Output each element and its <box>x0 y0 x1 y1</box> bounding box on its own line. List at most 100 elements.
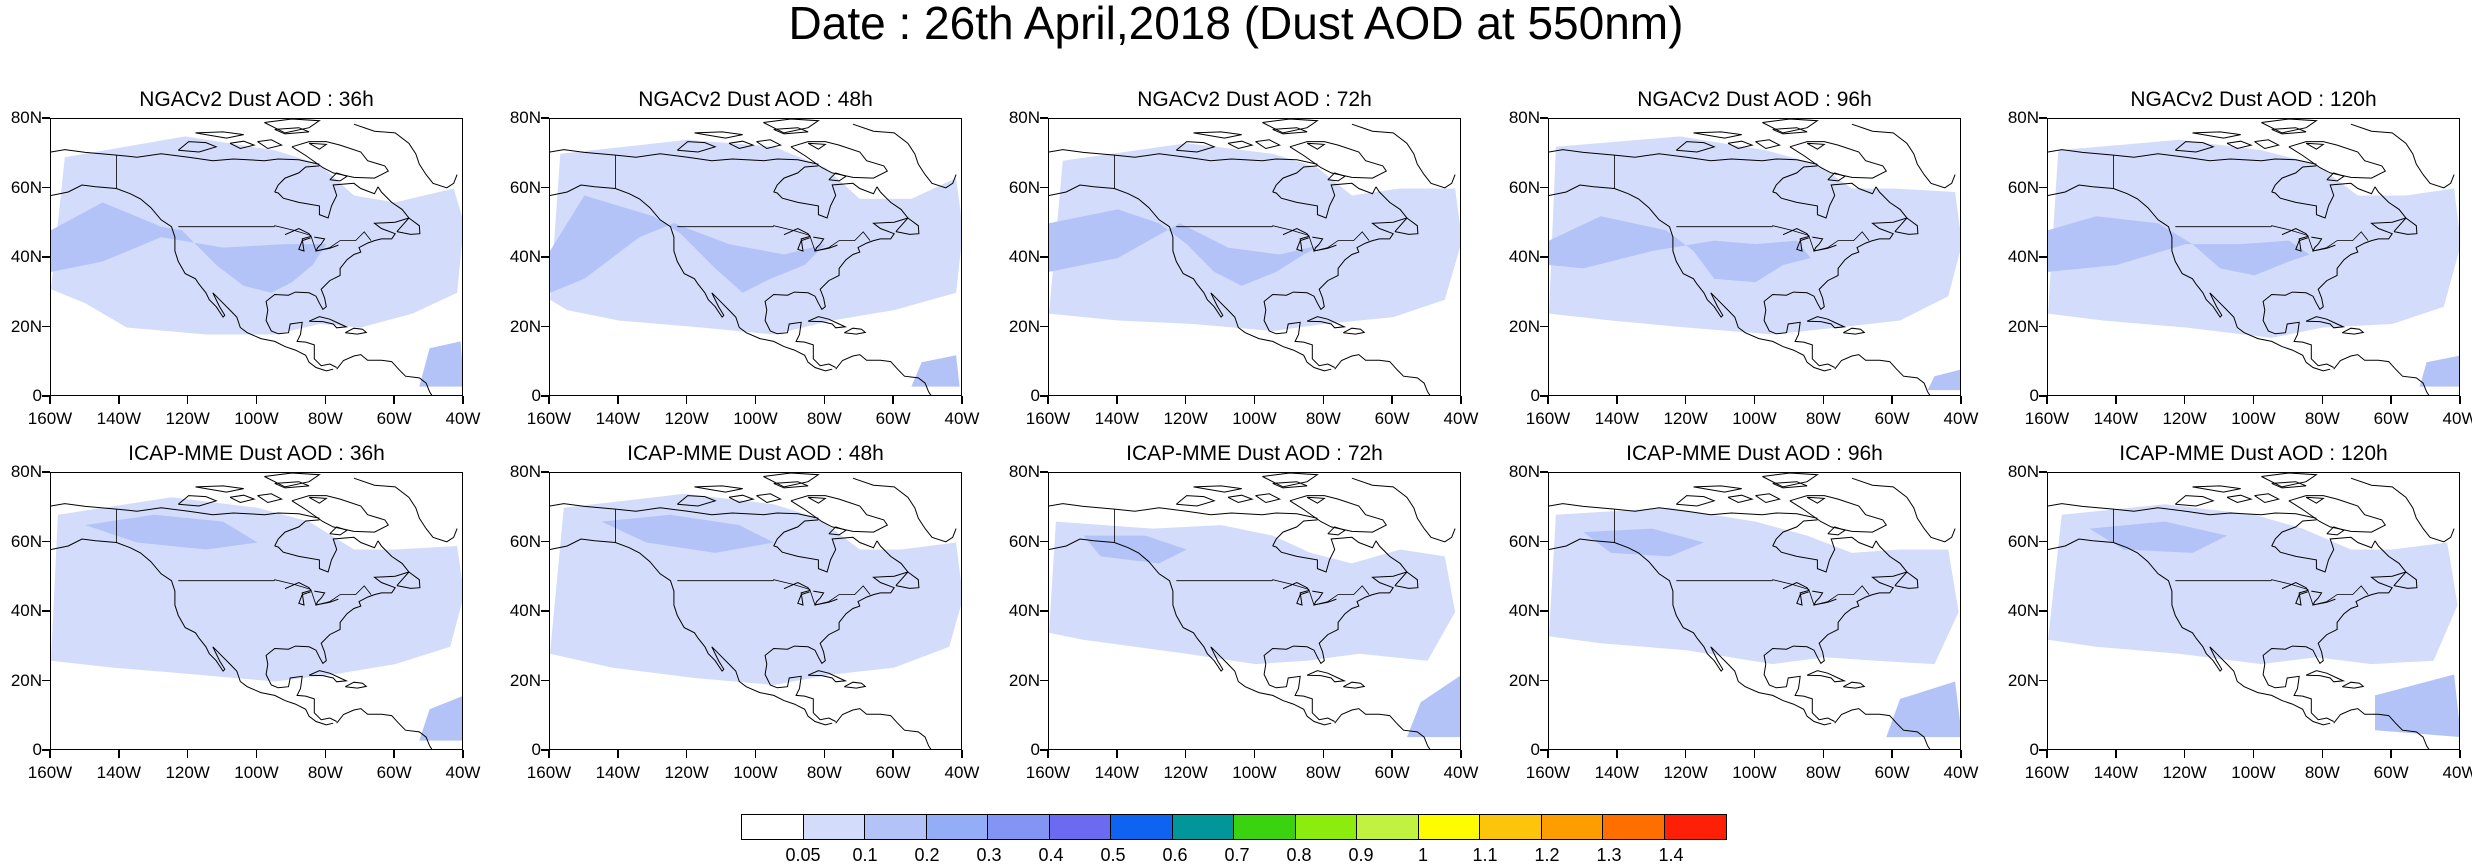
coastline <box>756 493 783 504</box>
lat-label: 60N <box>2007 177 2039 197</box>
coastline <box>1806 142 1826 150</box>
country-border <box>178 225 372 252</box>
lat-label: 40N <box>1008 601 1040 620</box>
coastline <box>1675 141 1716 153</box>
coastline <box>2305 316 2346 329</box>
colorbar-label: 0.9 <box>1348 845 1374 865</box>
lat-tick <box>2039 117 2047 119</box>
coastline <box>257 493 284 504</box>
colorbar-label: 1.2 <box>1534 845 1560 865</box>
country-border <box>2175 225 2369 252</box>
lat-tick <box>1540 471 1548 473</box>
map-svg <box>51 119 462 395</box>
lat-label: 0 <box>1530 386 1540 405</box>
coastline <box>1282 581 1310 606</box>
lon-tick <box>393 750 395 758</box>
lon-label: 120W <box>664 763 709 782</box>
colorbar-swatch <box>865 815 927 839</box>
coastline <box>314 236 339 252</box>
colorbar-label: 0.5 <box>1100 845 1126 865</box>
lat-tick <box>1040 749 1048 751</box>
lat-label: 0 <box>1030 386 1040 405</box>
coastline <box>2262 540 2407 665</box>
lat-tick <box>1540 749 1548 751</box>
lon-tick <box>462 750 464 758</box>
lon-label: 140W <box>1094 763 1140 782</box>
lat-label: 20N <box>2007 670 2039 690</box>
coastline <box>807 670 848 683</box>
lat-label: 80N <box>1508 462 1540 481</box>
lon-tick <box>2115 750 2117 758</box>
coastline <box>1049 503 1318 519</box>
coastline <box>308 316 349 329</box>
coastline <box>353 477 458 543</box>
lon-label: 160W <box>526 409 572 428</box>
coastline <box>2271 165 2317 193</box>
lon-label: 140W <box>595 763 641 782</box>
lon-label: 80W <box>1805 409 1841 428</box>
coastline <box>1394 217 1419 235</box>
lon-tick <box>1960 396 1962 404</box>
coastline <box>694 131 743 139</box>
coastline <box>265 186 410 311</box>
lon-label: 60W <box>1374 763 1410 782</box>
coastline <box>1049 149 1318 165</box>
lon-tick <box>823 750 826 758</box>
dust-field-mid <box>1049 209 1325 286</box>
coastline <box>274 165 320 193</box>
lat-label: 40N <box>10 247 42 266</box>
lon-label: 60W <box>1874 409 1910 428</box>
country-border <box>2175 579 2369 606</box>
coastline <box>2048 503 2317 519</box>
panel-title: NGACv2 Dust AOD : 48h <box>638 88 873 111</box>
coastline <box>1343 681 1366 689</box>
coastline <box>1306 142 1326 150</box>
lon-label: 160W <box>1025 409 1071 428</box>
coastline <box>1894 571 1919 589</box>
map-panel: ICAP-MME Dust AOD : 120h 80N 60N 40N 20N 0 160… <box>2008 442 2472 782</box>
lon-label: 160W <box>27 763 73 782</box>
dust-field-low <box>1049 143 1460 331</box>
lat-tick <box>1540 395 1548 397</box>
coastline <box>2226 140 2253 150</box>
lon-tick <box>1391 750 1393 758</box>
lon-tick <box>49 750 51 758</box>
coastline <box>51 184 334 372</box>
coastline <box>783 227 811 252</box>
lon-tick <box>2115 396 2117 404</box>
coastline <box>345 327 368 335</box>
lat-label: 60N <box>10 531 42 551</box>
lon-tick <box>255 750 258 758</box>
coastline <box>895 217 920 235</box>
lon-label: 40W <box>2442 409 2472 428</box>
colorbar-label: 0.6 <box>1162 845 1188 865</box>
coastline <box>1289 495 1388 533</box>
lon-label: 80W <box>2304 763 2340 782</box>
lon-tick <box>1960 750 1962 758</box>
lon-tick <box>1460 750 1462 758</box>
lon-tick <box>2046 750 2048 758</box>
coastline <box>1806 316 1847 329</box>
dust-field-mid <box>2375 674 2459 737</box>
lon-label: 120W <box>165 409 210 428</box>
lon-label: 160W <box>2024 409 2070 428</box>
coastline <box>1272 536 1377 573</box>
lon-label: 100W <box>234 763 279 782</box>
coastline <box>1263 664 1335 722</box>
coastline <box>1289 141 1388 179</box>
coastline <box>783 581 811 606</box>
lon-tick <box>892 750 894 758</box>
lon-label: 100W <box>234 409 279 428</box>
lon-tick <box>1253 750 1256 758</box>
lat-label: 20N <box>10 316 42 336</box>
coastline <box>1812 590 1837 606</box>
lat-tick <box>1540 540 1548 543</box>
dust-field-mid <box>2048 216 2310 276</box>
coastline <box>1762 473 1819 488</box>
lon-label: 80W <box>806 763 842 782</box>
dust-field-mid <box>911 355 960 387</box>
panel-title: ICAP-MME Dust AOD : 36h <box>128 442 385 465</box>
coastline <box>274 519 320 547</box>
lat-tick <box>2039 540 2047 543</box>
colorbar-label: 0.8 <box>1286 845 1312 865</box>
